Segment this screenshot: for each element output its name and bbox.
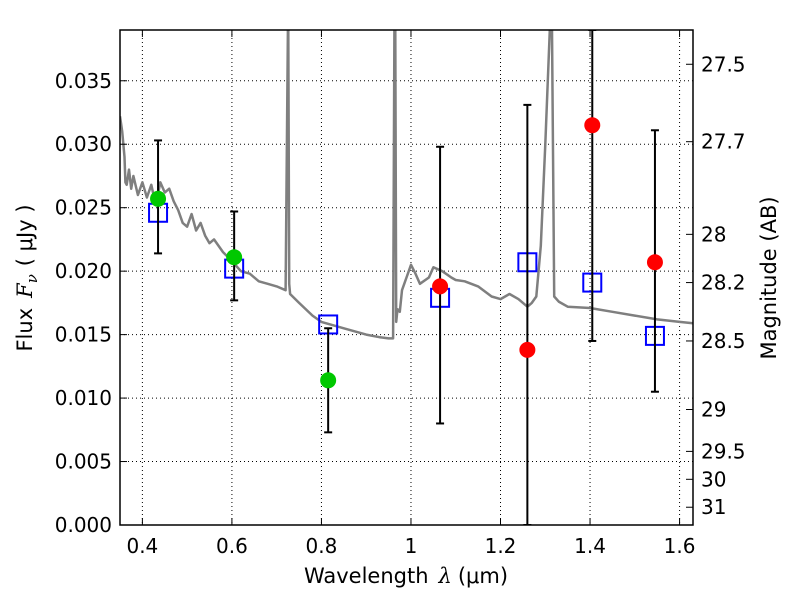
y-tick-labels: 0.000 0.005 0.010 0.015 0.020 0.025 0.030 0.035	[55, 69, 112, 537]
y-axis-label-prefix: Flux	[13, 308, 37, 352]
y2-axis-label: Magnitude (AB)	[757, 196, 781, 359]
grid	[120, 30, 693, 526]
x-tick-label: 1.2	[485, 534, 517, 558]
x-tick-label: 1.4	[574, 534, 606, 558]
y-axis-label: Flux Fν ( μJy )	[13, 204, 41, 351]
detection-point	[320, 372, 337, 389]
y-tick-label: 0.035	[55, 69, 112, 93]
x-tick-label: 0.6	[216, 534, 248, 558]
y2-tick-labels: 27.5 27.7 28 28.2 28.5 29 29.5 30 31	[701, 52, 746, 519]
x-tick-label: 0.8	[306, 534, 338, 558]
detection-point	[150, 190, 167, 207]
y-tick-label: 0.000	[55, 513, 112, 537]
y2-tick-label: 28	[701, 222, 726, 246]
y2-tick-label: 31	[701, 495, 726, 519]
y2-tick-label: 28.5	[701, 329, 746, 353]
y-tick-label: 0.010	[55, 386, 112, 410]
x-axis-label-symbol: λ	[438, 564, 452, 588]
x-tick-label: 0.4	[126, 534, 158, 558]
y-tick-label: 0.005	[55, 450, 112, 474]
spectrum-line	[120, 30, 693, 340]
x-tick-label: 1	[405, 534, 418, 558]
x-tick-labels: 0.4 0.6 0.8 1 1.2 1.4 1.6	[126, 534, 695, 558]
x-tick-label: 1.6	[664, 534, 696, 558]
upper-limit-point	[584, 117, 601, 134]
plot-frame	[119, 29, 694, 526]
y-tick-label: 0.020	[55, 259, 112, 283]
y-axis-label-symbol: F	[13, 282, 37, 299]
y2-tick-label: 29.5	[701, 439, 746, 463]
y2-tick-label: 27.7	[701, 130, 746, 154]
y2-tick-label: 30	[701, 467, 726, 491]
data-layer	[120, 30, 693, 525]
y-axis-label-subscript: ν	[23, 274, 41, 283]
y-tick-label: 0.030	[55, 132, 112, 156]
y2-tick-label: 28.2	[701, 271, 746, 295]
upper-limit-point	[519, 341, 536, 358]
y2-tick-label: 29	[701, 398, 726, 422]
upper-limit-point	[432, 278, 449, 295]
x-axis-label-prefix: Wavelength	[304, 564, 429, 588]
detection-point	[226, 249, 243, 266]
y2-tick-label: 27.5	[701, 52, 746, 76]
y-axis-label-unit: ( μJy )	[13, 204, 37, 266]
y-tick-label: 0.025	[55, 196, 112, 220]
x-axis-label-unit: (μm)	[458, 564, 508, 588]
x-axis-label: Wavelength λ (μm)	[304, 564, 508, 588]
y-tick-label: 0.015	[55, 323, 112, 347]
upper-limit-point	[646, 254, 663, 271]
